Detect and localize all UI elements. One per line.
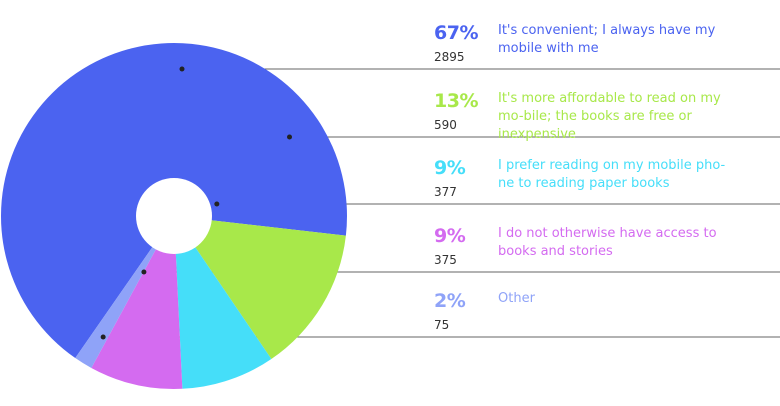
donut-hole (136, 178, 212, 254)
category-label: It's convenient; I always have my mobile… (498, 23, 716, 56)
slice-dot-other (100, 334, 106, 340)
slice-dots (100, 66, 293, 340)
category-label: I prefer reading on my mobile pho-ne to … (498, 158, 726, 191)
legend-item-convenient: 67% 2895 It's convenient; I always have … (434, 22, 780, 82)
count-label: 75 (434, 318, 450, 332)
legend-item-no-access: 9% 375 I do not otherwise have access to… (434, 225, 780, 285)
legend-item-other: 2% 75 Other (434, 290, 780, 350)
pie-slice-prefer-mobile (174, 216, 272, 389)
percent-label: 67% (434, 22, 478, 44)
category-label: I do not otherwise have access to books … (498, 226, 717, 259)
percent-label: 9% (434, 157, 466, 179)
pie-slices (0, 42, 347, 389)
count-label: 375 (434, 253, 457, 267)
count-label: 590 (434, 118, 457, 132)
legend-item-prefer-mobile: 9% 377 I prefer reading on my mobile pho… (434, 157, 780, 217)
legend-item-affordable: 13% 590 It's more affordable to read on … (434, 90, 780, 150)
pie-slice-other (75, 216, 174, 368)
percent-label: 9% (434, 225, 466, 247)
count-label: 377 (434, 185, 457, 199)
pie-slice-no-access (91, 216, 183, 389)
category-label: Other (498, 291, 535, 306)
count-label: 2895 (434, 50, 465, 64)
slice-dot-no-access (141, 269, 147, 275)
slice-dot-convenient (179, 66, 185, 72)
pie-slice-affordable (174, 216, 346, 360)
category-label: It's more affordable to read on my mo-bi… (498, 91, 721, 142)
slice-dot-prefer-mobile (214, 201, 220, 207)
percent-label: 13% (434, 90, 478, 112)
slice-dot-affordable (287, 134, 293, 140)
percent-label: 2% (434, 290, 466, 312)
